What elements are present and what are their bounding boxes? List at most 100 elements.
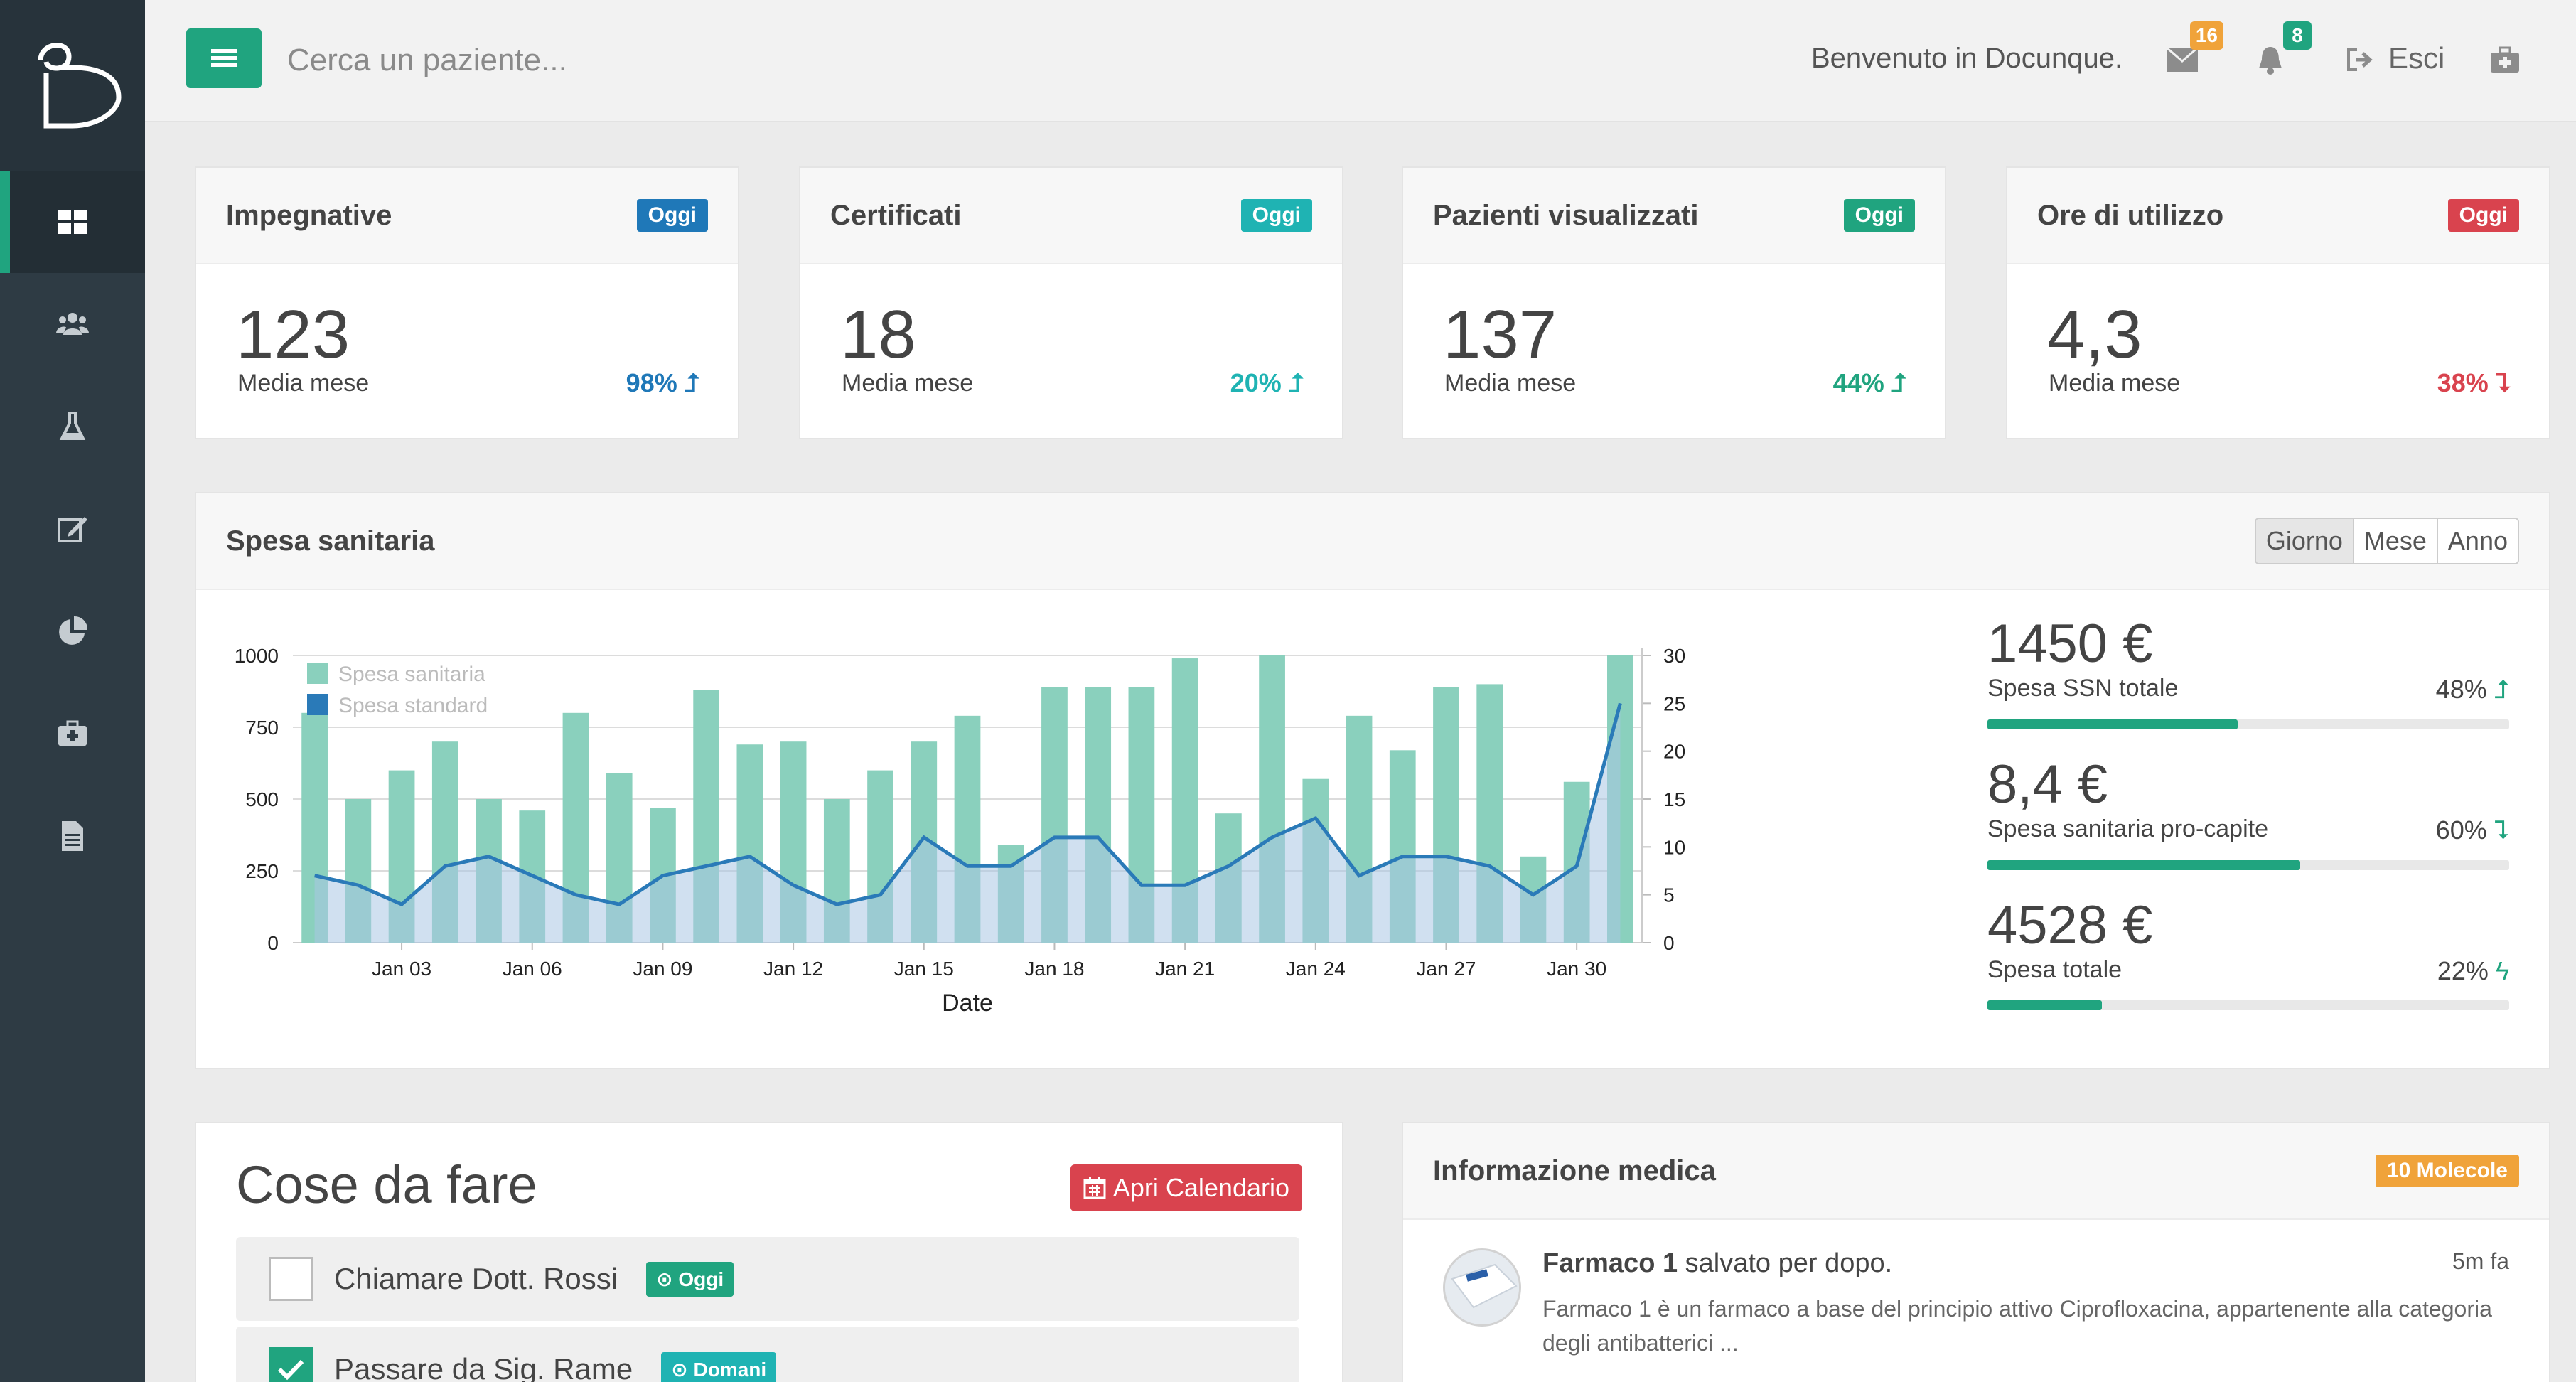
trend-down-icon: ⮧ (2494, 815, 2509, 845)
y-right-tick-label: 15 (1663, 788, 1685, 810)
y-right-tick-label: 5 (1663, 884, 1675, 906)
y-right-tick-label: 20 (1663, 741, 1685, 763)
spesa-panel: Spesa sanitaria Giorno Mese Anno (195, 492, 2550, 1069)
medkit-top-button[interactable] (2484, 38, 2526, 81)
panel-title: Spesa sanitaria (226, 525, 435, 557)
open-calendar-button[interactable]: Apri Calendario (1070, 1164, 1302, 1211)
stat-card-pazienti: Pazienti visualizzati Oggi 137 Media mese… (1402, 166, 1946, 439)
area-spesa-standard (314, 703, 1621, 943)
sidebar-item-patients[interactable] (0, 273, 145, 375)
stat-percentage: 44% ⮥ (1832, 368, 1906, 397)
range-day-button[interactable]: Giorno (2255, 519, 2353, 563)
x-tick-label: Jan 06 (503, 958, 562, 980)
sidebar (0, 0, 145, 1382)
medical-info-panel: Informazione medica 10 Molecole Farmaco … (1402, 1122, 2550, 1382)
legend-swatch (307, 663, 328, 684)
stat-value: 18 (840, 296, 916, 373)
stat-subtitle: Media mese (237, 370, 370, 397)
menu-toggle-button[interactable] (186, 28, 262, 88)
line-spesa-standard (314, 702, 1622, 907)
range-year-button[interactable]: Anno (2436, 519, 2518, 563)
metric-label: Spesa totale (1987, 956, 2122, 983)
stat-subtitle: Media mese (1444, 370, 1577, 397)
stat-value: 123 (236, 296, 350, 373)
range-month-button[interactable]: Mese (2352, 519, 2437, 563)
progress-fill (1987, 1000, 2103, 1010)
messages-button[interactable]: 16 (2161, 21, 2223, 81)
metric-value: 1450 € (1987, 614, 2153, 674)
stat-percentage: 98% ⮥ (626, 368, 699, 397)
x-tick-label: Jan 03 (372, 958, 431, 980)
dashboard-icon (58, 210, 87, 234)
sidebar-item-edit[interactable] (0, 478, 145, 580)
y-left-tick-label: 500 (245, 788, 279, 810)
sign-out-icon (2347, 48, 2373, 71)
trend-up-icon: ⮥ (1891, 368, 1906, 397)
metric-ssn: 1450 € Spesa SSN totale 48% ⮥ (1987, 613, 2509, 729)
stat-percentage: 20% ⮥ (1230, 368, 1304, 397)
y-left-tick-label: 1000 (235, 645, 279, 667)
metric-percentage: 60% ⮧ (2435, 815, 2509, 845)
drug-action: salvato per dopo. (1678, 1248, 1893, 1278)
x-tick-label: Jan 30 (1547, 958, 1606, 980)
sidebar-item-medkit[interactable] (0, 682, 145, 785)
open-calendar-label: Apri Calendario (1112, 1173, 1289, 1202)
edit-icon (58, 517, 87, 542)
stat-value: 137 (1443, 296, 1557, 373)
file-icon (62, 821, 83, 851)
card-title: Pazienti visualizzati (1433, 199, 1699, 231)
sidebar-item-lab[interactable] (0, 375, 145, 478)
x-tick-label: Jan 21 (1155, 958, 1215, 980)
panel-title: Informazione medica (1433, 1155, 1716, 1187)
period-badge: Oggi (1240, 199, 1312, 232)
sidebar-item-stats[interactable] (0, 580, 145, 682)
period-badge: Oggi (1843, 199, 1915, 232)
patient-search-input[interactable] (287, 36, 927, 85)
todo-item[interactable]: Chiamare Dott. Rossi ⊙ Oggi (236, 1237, 1299, 1321)
legend-label: Spesa sanitaria (338, 663, 485, 686)
check-icon (277, 1359, 304, 1381)
stat-subtitle: Media mese (2049, 370, 2181, 397)
hamburger-icon (211, 49, 237, 67)
molecules-badge: 10 Molecole (2375, 1155, 2519, 1187)
drug-thumbnail (1443, 1248, 1521, 1327)
metric-label: Spesa SSN totale (1987, 675, 2179, 702)
trend-up-icon: ⮥ (1288, 368, 1304, 397)
exit-icon-wrap[interactable] (2339, 38, 2381, 81)
flash-icon: ϟ (2495, 956, 2509, 985)
trend-down-icon: ⮧ (2495, 368, 2511, 397)
drug-name[interactable]: Farmaco 1 (1542, 1248, 1678, 1278)
stat-card-impegnative: Impegnative Oggi 123 Media mese 98% ⮥ (195, 166, 739, 439)
period-badge: Oggi (2447, 199, 2519, 232)
drug-box-icon (1445, 1250, 1519, 1324)
progress-track (1987, 719, 2509, 729)
logo-icon (38, 43, 122, 129)
notifications-button[interactable]: 8 (2249, 21, 2312, 81)
todo-checkbox[interactable] (269, 1347, 313, 1382)
progress-track (1987, 1000, 2509, 1010)
clock-icon: ⊙ (671, 1358, 688, 1381)
y-right-tick-label: 0 (1663, 932, 1675, 954)
sidebar-item-documents[interactable] (0, 785, 145, 887)
metric-procapite: 8,4 € Spesa sanitaria pro-capite 60% ⮧ (1987, 754, 2509, 870)
card-title: Certificati (830, 199, 962, 231)
metric-label: Spesa sanitaria pro-capite (1987, 815, 2269, 842)
app-logo[interactable] (0, 0, 145, 171)
todo-item[interactable]: Passare da Sig. Rame ⊙ Domani (236, 1327, 1299, 1382)
range-selector: Giorno Mese Anno (2254, 518, 2519, 564)
x-axis-label: Date (942, 990, 993, 1017)
todo-checkbox[interactable] (269, 1257, 313, 1301)
stat-card-ore: Ore di utilizzo Oggi 4,3 Media mese 38% ⮧ (2006, 166, 2550, 439)
sidebar-item-dashboard[interactable] (0, 171, 145, 273)
due-badge: ⊙ Domani (661, 1351, 777, 1382)
stat-subtitle: Media mese (842, 370, 974, 397)
x-tick-label: Jan 15 (894, 958, 954, 980)
users-icon (56, 313, 89, 335)
clock-icon: ⊙ (656, 1268, 673, 1290)
info-description: Farmaco 1 è un farmaco a base del princi… (1542, 1296, 2492, 1356)
stat-value: 4,3 (2047, 296, 2142, 373)
stat-percentage: 38% ⮧ (2437, 368, 2511, 397)
y-right-tick-label: 25 (1663, 692, 1685, 714)
trend-up-icon: ⮥ (2494, 675, 2509, 704)
exit-link[interactable]: Esci (2388, 41, 2445, 75)
